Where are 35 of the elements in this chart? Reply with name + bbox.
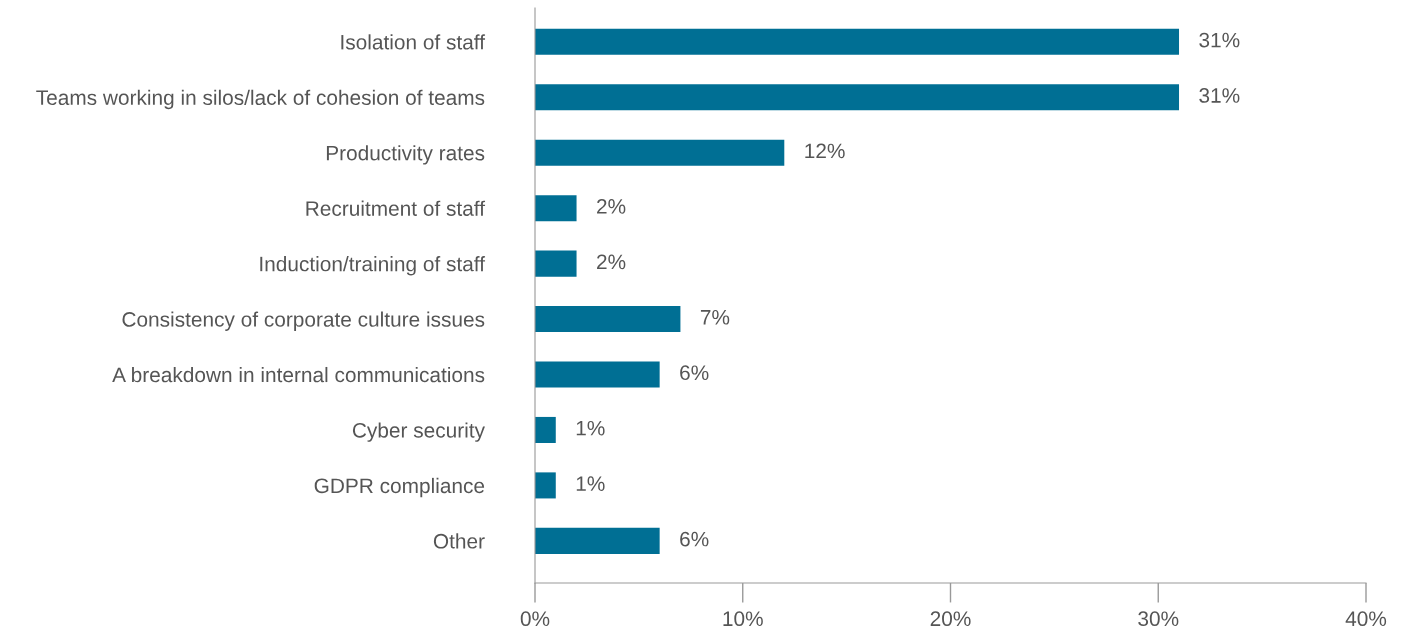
x-tick-label: 20%: [930, 611, 971, 627]
bar: [535, 527, 660, 554]
x-tick-label: 30%: [1138, 611, 1179, 627]
x-tick-label: 10%: [723, 611, 763, 627]
y-tick-label: GDPR compliance: [314, 477, 485, 498]
data-label: 12%: [805, 143, 845, 159]
bar: [535, 361, 660, 388]
bar: [535, 416, 556, 443]
data-label: 2%: [597, 254, 626, 270]
y-tick-label: Consistency of corporate culture issues: [122, 311, 485, 331]
data-label: 31%: [1199, 88, 1240, 103]
bar: [535, 472, 556, 499]
bar: [535, 139, 785, 166]
x-tick-label: 40%: [1345, 611, 1387, 627]
y-tick-label: Isolation of staff: [341, 34, 486, 50]
y-tick-label: Teams working in silos/lack of cohesion of teams: [36, 89, 485, 110]
y-tick-label: A breakdown in internal communications: [112, 366, 485, 383]
data-label: 1%: [576, 476, 605, 491]
data-label: 1%: [576, 420, 605, 436]
bar: [535, 84, 1180, 111]
data-label: 2%: [597, 199, 626, 214]
bar: [535, 28, 1180, 55]
data-label: 31%: [1199, 32, 1240, 48]
data-label: 6%: [680, 531, 709, 547]
y-tick-label: Other: [433, 533, 485, 549]
y-tick-label: Recruitment of staff: [306, 200, 486, 216]
data-label: 6%: [680, 365, 709, 381]
x-tick-label: 0%: [520, 611, 550, 627]
y-tick-label: Productivity rates: [326, 145, 485, 165]
y-tick-label: Induction/training of staff: [260, 256, 486, 276]
bar: [535, 306, 681, 333]
bar: [535, 250, 577, 277]
bar: [535, 195, 577, 222]
y-tick-label: Cyber security: [352, 422, 485, 442]
data-label: 7%: [700, 310, 730, 325]
